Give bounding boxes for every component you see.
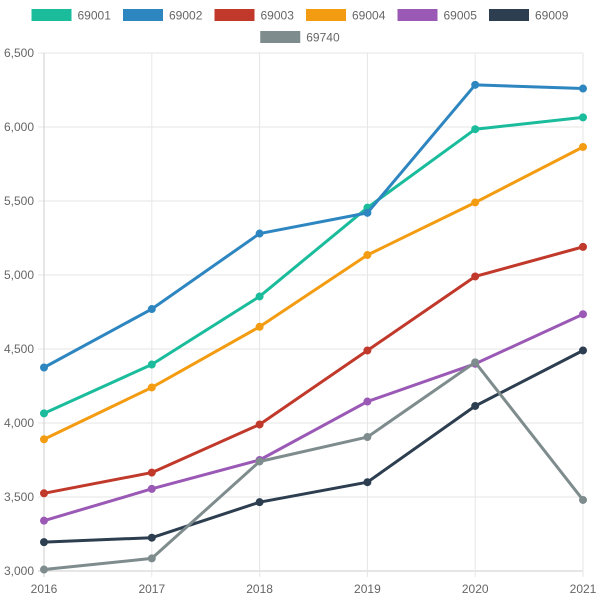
data-point-69009	[471, 401, 480, 410]
data-point-69003	[471, 272, 480, 281]
legend-swatch	[489, 9, 529, 21]
legend-label: 69001	[78, 9, 112, 23]
data-point-69009	[147, 533, 156, 542]
x-tick-label: 2021	[570, 582, 597, 596]
legend-item-69740[interactable]: 69740	[260, 31, 340, 45]
series-line-69002	[42, 83, 585, 369]
legend-label: 69009	[535, 9, 569, 23]
legend-item-69001[interactable]: 69001	[31, 9, 112, 23]
series-69004	[40, 142, 587, 444]
series-69009	[40, 346, 587, 547]
data-point-69004	[147, 383, 156, 392]
x-axis: 2016 2017 2018 2019 2020 2021	[31, 582, 597, 596]
data-point-69004	[471, 198, 480, 207]
data-point-69009	[40, 538, 48, 547]
y-tick-label: 4,500	[4, 342, 34, 356]
data-point-69740	[255, 457, 264, 466]
legend-item-69005[interactable]: 69005	[397, 9, 478, 23]
data-point-69004	[363, 251, 372, 260]
legend: 69001 69002 69003 69004 69005 69009 69740	[31, 9, 569, 45]
x-tick-label: 2016	[31, 582, 58, 596]
data-point-69740	[147, 554, 156, 563]
data-point-69740	[579, 495, 587, 504]
data-point-69002	[40, 363, 48, 372]
data-point-69002	[147, 305, 156, 314]
data-point-69740	[363, 433, 372, 442]
legend-label: 69002	[169, 9, 203, 23]
series-69001	[40, 113, 587, 418]
legend-item-69004[interactable]: 69004	[306, 9, 386, 23]
y-tick-label: 3,000	[4, 564, 34, 578]
legend-swatch	[260, 31, 301, 43]
y-tick-label: 4,000	[4, 416, 34, 430]
y-axis: 3,000 3,500 4,000 4,500 5,000 5,500 6,000 6,500	[4, 46, 34, 578]
x-tick-label: 2017	[138, 582, 165, 596]
x-tick-label: 2019	[354, 582, 381, 596]
legend-item-69009[interactable]: 69009	[489, 9, 569, 23]
data-point-69003	[579, 242, 587, 251]
legend-swatch	[31, 9, 72, 21]
series-69740	[40, 358, 587, 574]
data-point-69003	[40, 489, 48, 498]
data-point-69004	[40, 435, 48, 444]
data-point-69005	[40, 516, 48, 525]
data-point-69009	[255, 498, 264, 507]
data-point-69002	[471, 80, 480, 89]
legend-swatch	[306, 9, 346, 21]
x-tick-label: 2018	[246, 582, 273, 596]
data-point-69003	[147, 468, 156, 477]
data-point-69002	[255, 229, 264, 238]
data-point-69001	[147, 360, 156, 369]
data-point-69002	[579, 84, 587, 93]
legend-swatch	[397, 9, 438, 21]
legend-swatch	[214, 9, 255, 21]
legend-label: 69004	[352, 9, 386, 23]
data-point-69740	[40, 565, 48, 574]
series-line-69009	[42, 348, 585, 544]
data-point-69004	[579, 142, 587, 151]
data-point-69002	[363, 208, 372, 217]
series-69002	[40, 80, 587, 372]
data-point-69740	[471, 358, 480, 367]
y-tick-label: 3,500	[4, 490, 34, 504]
y-tick-label: 5,000	[4, 268, 34, 282]
series-69003	[40, 242, 587, 498]
data-point-69001	[40, 409, 48, 418]
y-tick-label: 6,500	[4, 46, 34, 60]
data-point-69005	[147, 484, 156, 493]
legend-label: 69003	[261, 9, 295, 23]
data-point-69009	[363, 478, 372, 487]
series-line-69001	[42, 115, 585, 415]
series-line-69004	[42, 145, 585, 441]
data-point-69001	[579, 113, 587, 122]
series-line-69003	[42, 245, 585, 495]
data-point-69003	[255, 420, 264, 429]
x-tick-label: 2020	[462, 582, 489, 596]
legend-item-69002[interactable]: 69002	[123, 9, 203, 23]
series-group	[40, 80, 587, 574]
y-tick-label: 5,500	[4, 194, 34, 208]
series-line-69005	[42, 312, 585, 523]
data-point-69004	[255, 322, 264, 331]
series-line-69740	[42, 360, 585, 572]
legend-swatch	[123, 9, 163, 21]
data-point-69005	[579, 310, 587, 319]
data-point-69001	[471, 125, 480, 134]
legend-label: 69740	[306, 31, 340, 45]
data-point-69005	[363, 397, 372, 406]
data-point-69003	[363, 346, 372, 355]
data-point-69009	[579, 346, 587, 355]
data-point-69001	[255, 292, 264, 301]
y-tick-label: 6,000	[4, 120, 34, 134]
legend-item-69003[interactable]: 69003	[214, 9, 295, 23]
legend-label: 69005	[444, 9, 478, 23]
